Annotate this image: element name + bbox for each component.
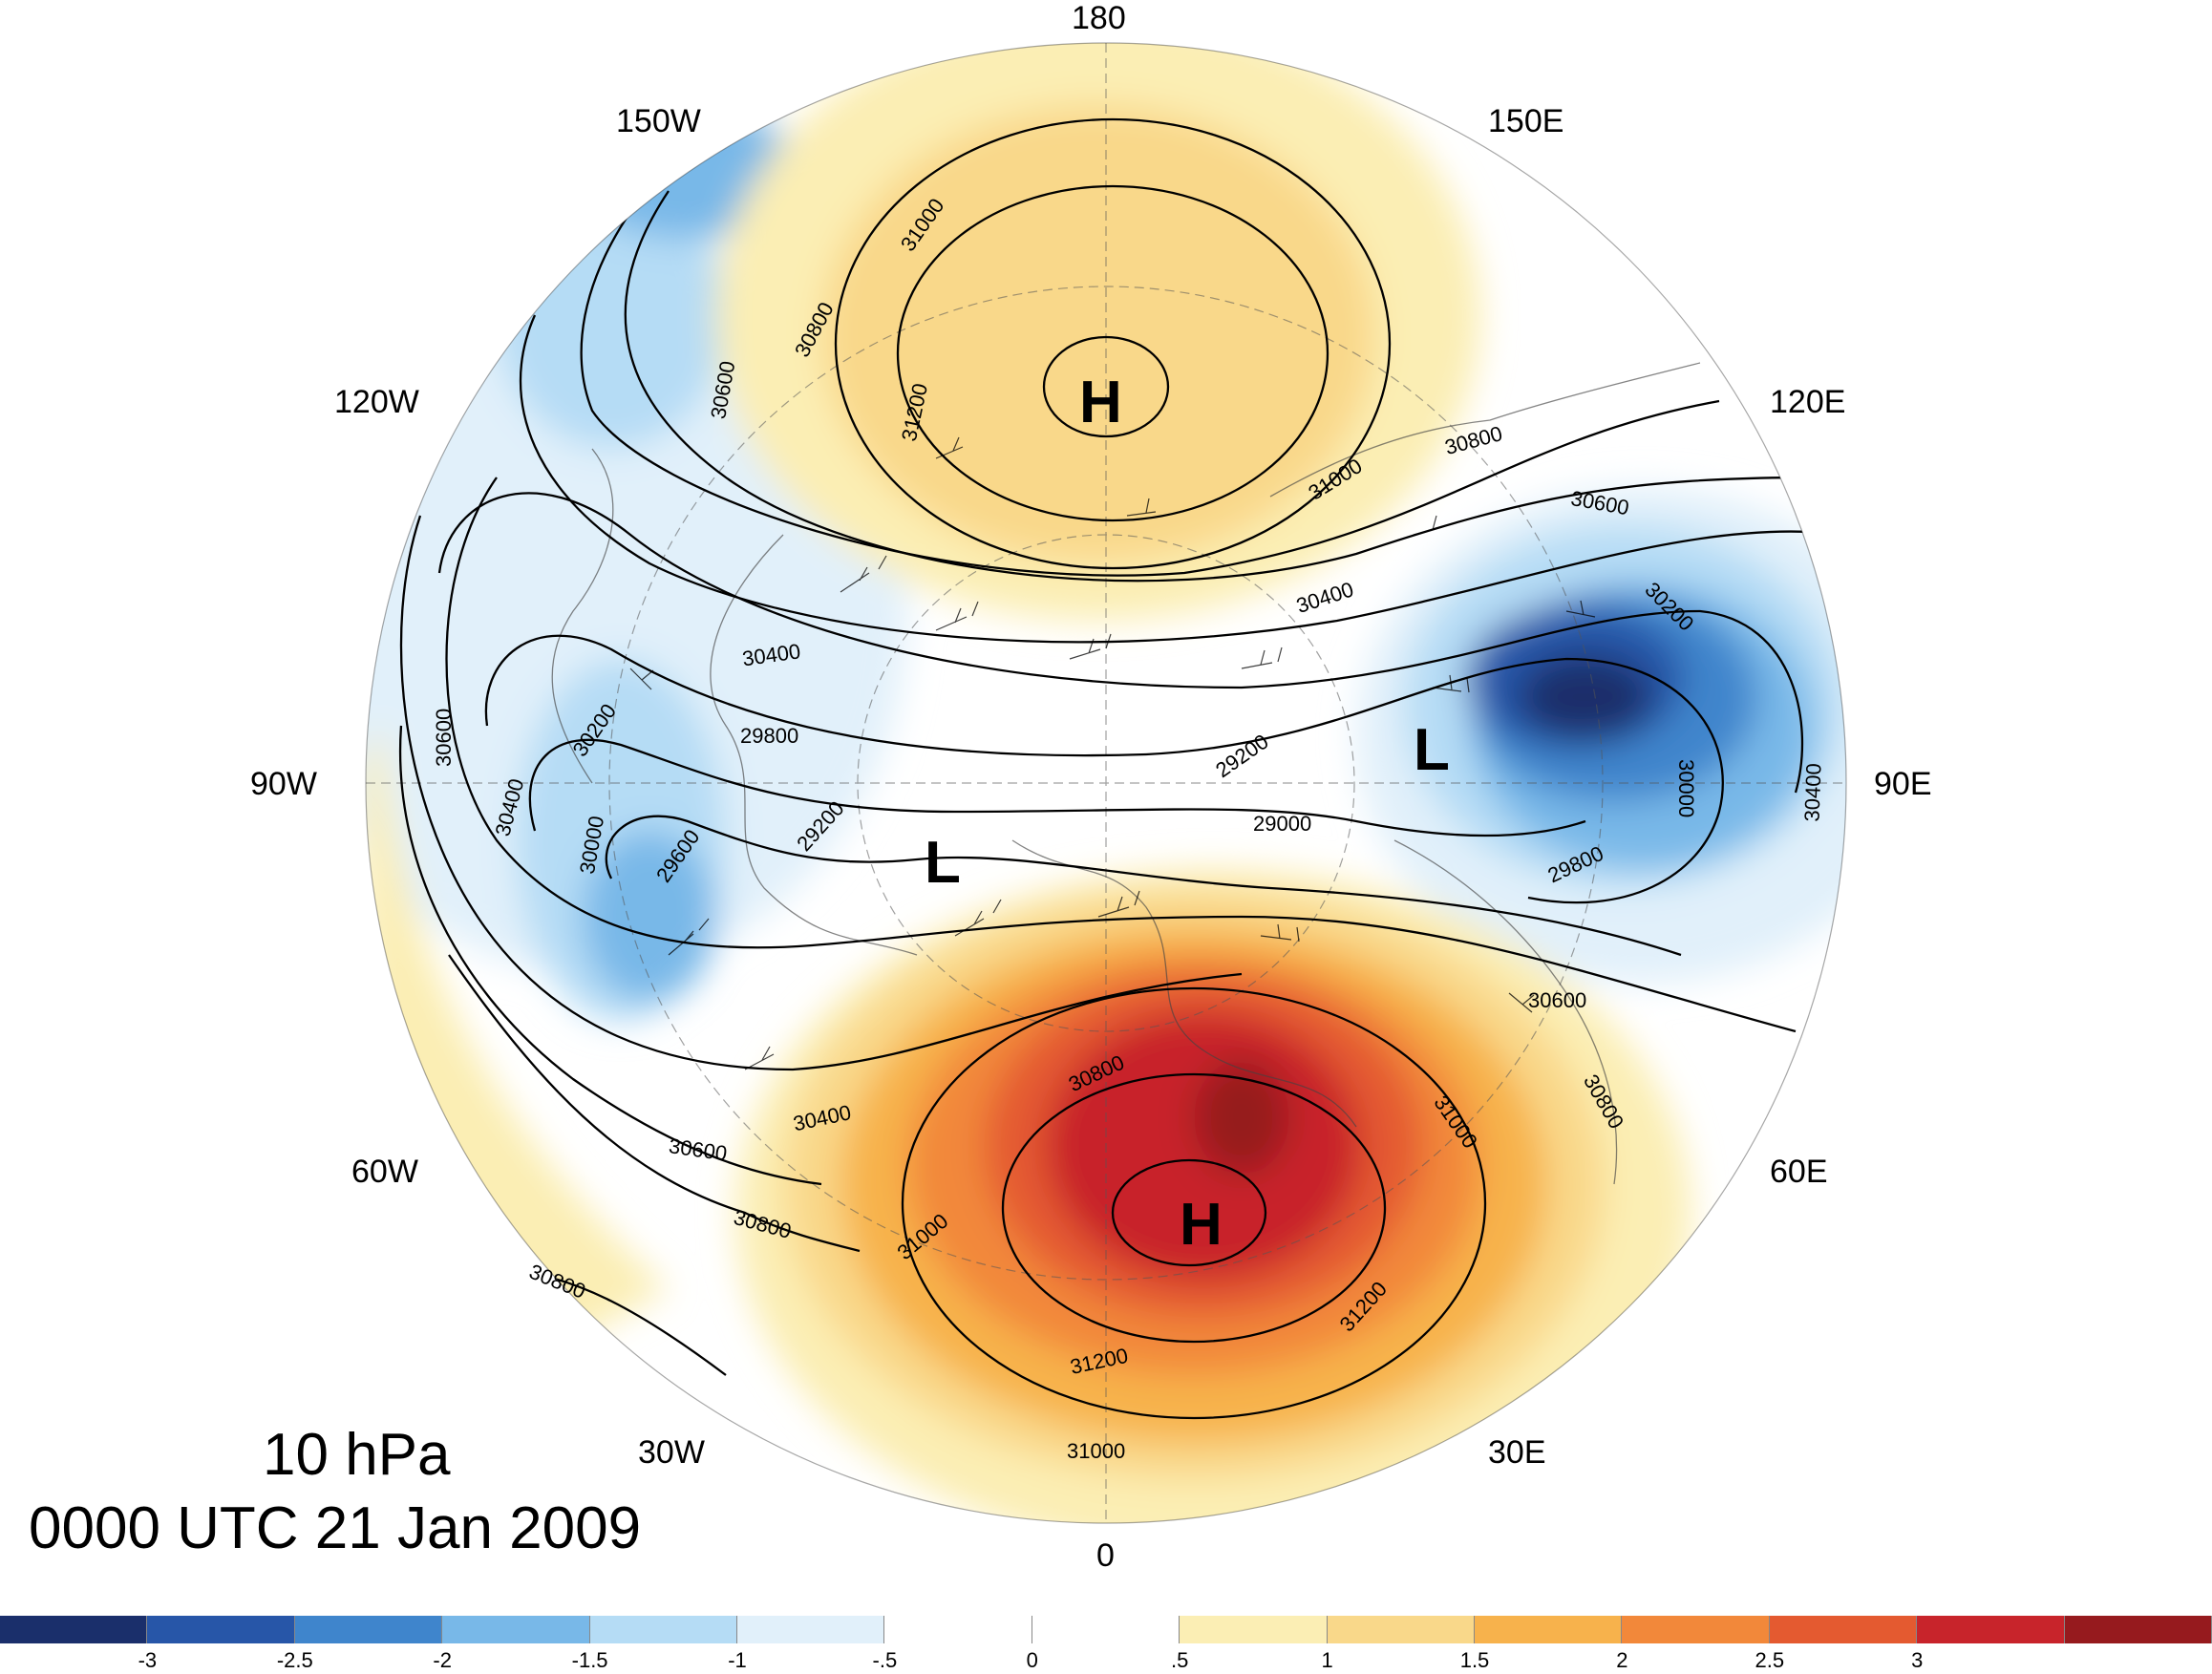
graticule [366, 43, 1846, 1523]
contour-label: 29000 [1253, 812, 1311, 836]
colorbar-cell [737, 1616, 885, 1643]
pressure-level-title: 10 hPa [263, 1422, 451, 1488]
longitude-labels: 180 150W 150E 120W 120E 90W 90E 60W 60E … [250, 0, 1932, 1574]
colorbar-cell [147, 1616, 295, 1643]
colorbar-cell [0, 1616, 148, 1643]
colorbar-cell [1917, 1616, 2065, 1643]
lon-label-0: 0 [1096, 1537, 1115, 1574]
colorbar-tick-label: -1 [728, 1648, 747, 1672]
height-contours [398, 114, 1844, 1420]
contour-label: 30600 [1528, 988, 1586, 1012]
high-center-pacific: H [1079, 370, 1122, 435]
colorbar-labels: -3 -2.5 -2 -1.5 -1 -.5 0 .5 1 1.5 2 2.5 3 [0, 1648, 2212, 1674]
high-center-europe: H [1180, 1192, 1223, 1258]
colorbar-tick-label: -2 [433, 1648, 452, 1672]
wind-barbs [629, 436, 1596, 1070]
colorbar-cell [1475, 1616, 1623, 1643]
contour-label: 30600 [432, 709, 456, 767]
colorbar-cell [442, 1616, 590, 1643]
colorbar-tick-label: 2 [1616, 1648, 1628, 1672]
colorbar-cell [1327, 1616, 1476, 1643]
coastlines [551, 362, 1701, 1185]
low-center-canada: L [925, 830, 961, 896]
colorbar-cell [2064, 1616, 2212, 1643]
lon-label-180: 180 [1072, 0, 1126, 36]
colorbar-cell [1180, 1616, 1328, 1643]
colorbar-tick-label: 1.5 [1459, 1648, 1490, 1672]
colorbar-tick-label: 1 [1321, 1648, 1333, 1672]
lon-label-120w: 120W [334, 384, 419, 420]
map-boundary [365, 42, 1847, 1524]
contour-label: 30000 [1674, 759, 1698, 817]
temperature-anomaly-shading [366, 43, 1846, 1523]
contour-label: 31000 [1067, 1439, 1125, 1463]
colorbar-cell [884, 1616, 1032, 1643]
colorbar-tick-label: 2.5 [1755, 1648, 1785, 1672]
lon-label-150e: 150E [1488, 103, 1563, 139]
lon-label-60w: 60W [351, 1154, 418, 1190]
low-center-asia: L [1414, 717, 1450, 783]
colorbar [0, 1616, 2212, 1643]
colorbar-tick-label: -3 [138, 1648, 158, 1672]
colorbar-cell [294, 1616, 443, 1643]
colorbar-cell [1622, 1616, 1770, 1643]
contour-label: 30400 [1799, 763, 1825, 822]
colorbar-tick-label: -.5 [872, 1648, 898, 1672]
lon-label-90w: 90W [250, 766, 317, 802]
colorbar-tick-label: -1.5 [571, 1648, 608, 1672]
colorbar-cell [1032, 1616, 1180, 1643]
lon-label-120e: 120E [1770, 384, 1845, 420]
contour-label: 29800 [740, 724, 798, 748]
lon-label-60e: 60E [1770, 1154, 1828, 1190]
colorbar-tick-label: .5 [1171, 1648, 1189, 1672]
lon-label-30w: 30W [638, 1434, 705, 1471]
lon-label-150w: 150W [616, 103, 701, 139]
lon-label-90e: 90E [1874, 766, 1932, 802]
colorbar-tick-label: 3 [1911, 1648, 1924, 1672]
colorbar-cell [589, 1616, 738, 1643]
colorbar-cell [1769, 1616, 1918, 1643]
valid-time-title: 0000 UTC 21 Jan 2009 [29, 1495, 642, 1561]
colorbar-tick-label: 0 [1026, 1648, 1038, 1672]
colorbar-tick-label: -2.5 [276, 1648, 313, 1672]
lon-label-30e: 30E [1488, 1434, 1546, 1471]
